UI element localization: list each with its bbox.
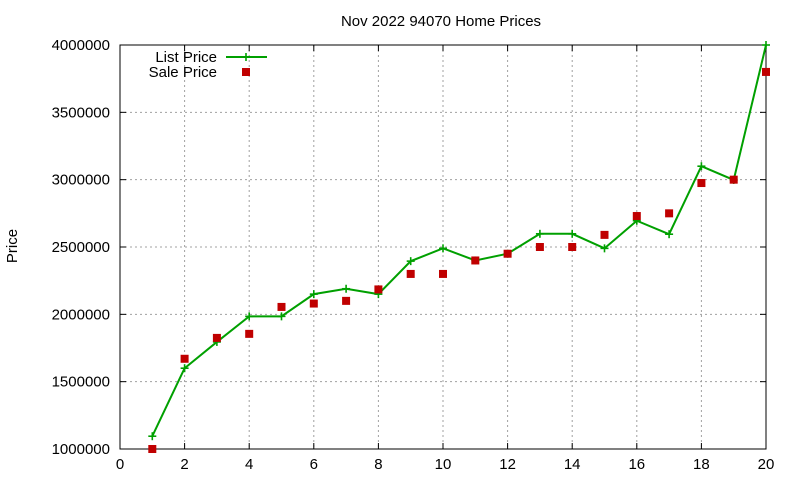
sale-price-point xyxy=(342,296,351,305)
sale-price-point xyxy=(406,269,415,278)
sale-price-point xyxy=(212,333,221,342)
tick-labels: 0 2 4 6 8 10 12 14 16 18 20 1000000 1500000 2000000 25… xyxy=(52,37,775,473)
series-1 xyxy=(148,67,770,453)
y-tick-label: 2500000 xyxy=(52,239,110,256)
x-tick-label: 18 xyxy=(693,456,710,473)
sale-price-point xyxy=(471,256,480,265)
x-tick-label: 20 xyxy=(758,456,775,473)
list-price-point xyxy=(180,364,189,373)
sale-price-point xyxy=(665,209,674,218)
x-tick-label: 16 xyxy=(628,456,645,473)
sale-price-point xyxy=(697,179,706,188)
gridlines xyxy=(120,45,766,449)
y-tick-label: 3000000 xyxy=(52,172,110,189)
list-price-point xyxy=(277,312,286,321)
y-tick-label: 2000000 xyxy=(52,306,110,323)
list-price-point xyxy=(309,290,318,299)
legend-label: Sale Price xyxy=(149,64,217,81)
legend-label: List Price xyxy=(155,49,217,66)
sale-price-point xyxy=(309,299,318,308)
sale-price-point xyxy=(568,243,577,251)
sale-price-point xyxy=(439,269,447,278)
sale-price-point xyxy=(729,175,738,184)
x-tick-label: 4 xyxy=(245,456,253,473)
sale-price-point xyxy=(245,329,254,338)
list-price-point xyxy=(600,244,609,253)
y-tick-label: 1500000 xyxy=(52,374,110,391)
x-tick-label: 10 xyxy=(435,456,452,473)
x-tick-label: 8 xyxy=(374,456,382,473)
y-tick-label: 1000000 xyxy=(52,441,110,458)
list-price-point xyxy=(697,162,706,171)
list-price-point xyxy=(439,244,447,253)
x-tick-label: 6 xyxy=(310,456,318,473)
y-tick-label: 4000000 xyxy=(52,37,110,54)
sale-price-point xyxy=(535,243,544,251)
list-price-point xyxy=(568,229,577,238)
list-price-point xyxy=(148,432,157,441)
series xyxy=(148,41,770,453)
sale-price-point xyxy=(277,302,286,311)
y-axis-label: Price xyxy=(4,229,21,263)
sale-price-point xyxy=(374,285,383,294)
sale-price-point xyxy=(632,212,641,221)
list-price-point xyxy=(762,41,770,49)
x-tick-label: 2 xyxy=(180,456,188,473)
sale-price-point xyxy=(600,230,609,239)
x-tick-label: 14 xyxy=(564,456,581,473)
list-price-point xyxy=(342,284,351,293)
list-price-point xyxy=(245,312,254,321)
chart-title: Nov 2022 94070 Home Prices xyxy=(341,13,541,30)
list-price-point xyxy=(535,229,544,238)
x-tick-label: 0 xyxy=(116,456,124,473)
list-price-line xyxy=(151,44,767,437)
legend-square-marker xyxy=(242,68,250,76)
list-price-point xyxy=(406,257,415,266)
sale-price-point xyxy=(148,445,157,453)
x-tick-label: 12 xyxy=(499,456,516,473)
sale-price-point xyxy=(762,67,770,76)
sale-price-point xyxy=(503,249,512,258)
series-0 xyxy=(148,41,770,441)
y-tick-label: 3500000 xyxy=(52,104,110,121)
list-price-point xyxy=(665,230,674,239)
axes xyxy=(119,44,767,450)
sale-price-point xyxy=(180,354,189,363)
legend-plus-marker xyxy=(242,53,250,61)
